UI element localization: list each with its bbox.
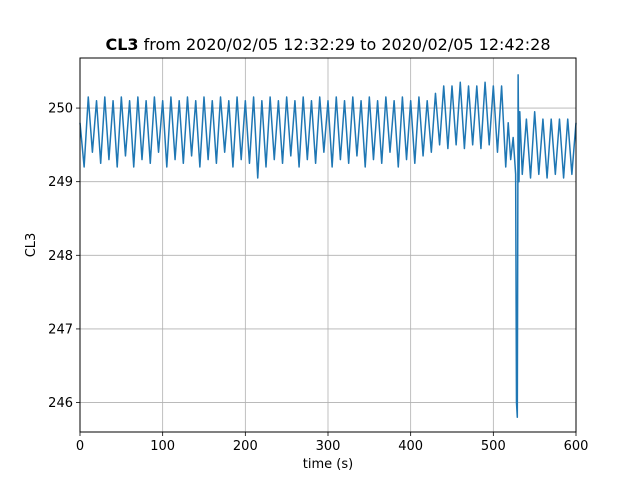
y-axis-label: CL3	[24, 233, 39, 258]
x-tick-label: 500	[481, 439, 506, 454]
chart-title-series: CL3	[105, 35, 138, 54]
plot-area	[79, 74, 577, 419]
x-tick-label: 400	[398, 439, 423, 454]
y-tick-label: 246	[48, 396, 73, 411]
x-tick-label: 0	[76, 439, 84, 454]
x-tick-label: 100	[150, 439, 175, 454]
x-tick-label: 600	[564, 439, 589, 454]
y-tick-label: 247	[48, 322, 73, 337]
y-tick-label: 250	[48, 102, 73, 117]
grid-lines	[79, 58, 577, 432]
y-tick-label: 249	[48, 175, 73, 190]
chart-title: CL3 from 2020/02/05 12:32:29 to 2020/02/…	[105, 35, 550, 54]
x-axis-ticks: 0 100 200 300 400 500 600	[76, 432, 589, 454]
chart-title-range: from 2020/02/05 12:32:29 to 2020/02/05 1…	[139, 35, 551, 54]
series-line	[79, 74, 577, 419]
x-axis-label: time (s)	[303, 457, 353, 472]
x-tick-label: 300	[316, 439, 341, 454]
x-tick-label: 200	[233, 439, 258, 454]
y-tick-label: 248	[48, 249, 73, 264]
y-axis-ticks: 246 247 248 249 250	[48, 102, 80, 411]
